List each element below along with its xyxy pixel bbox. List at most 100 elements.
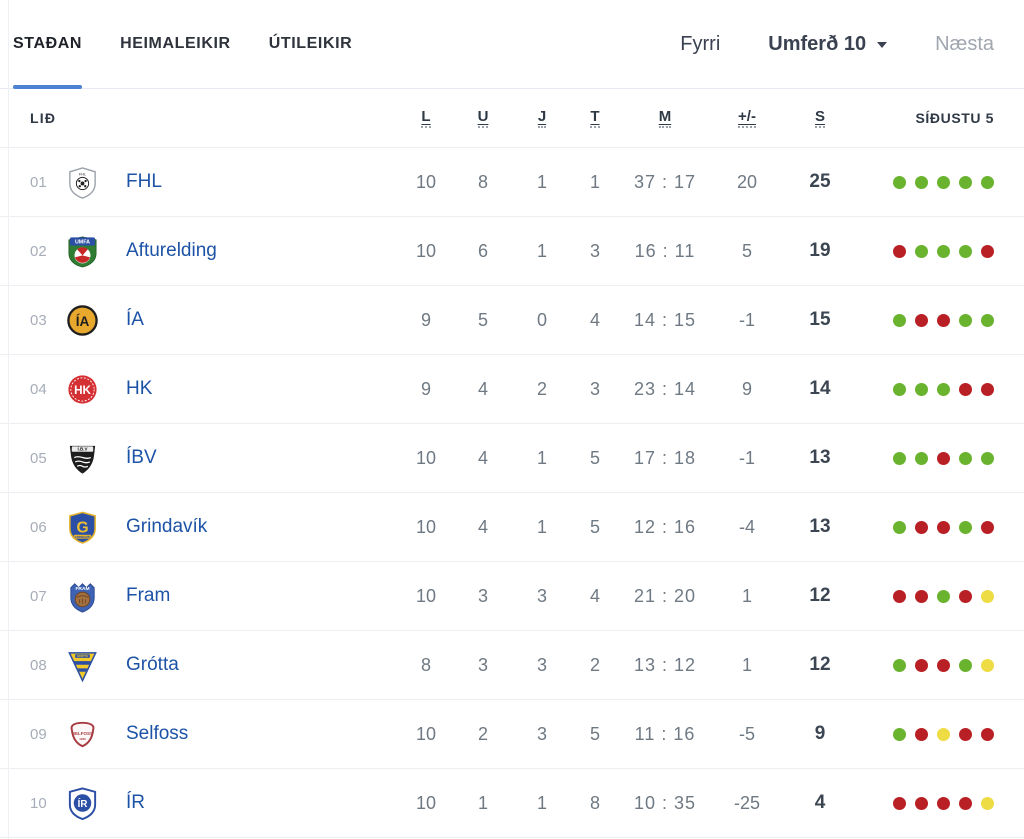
table-row[interactable]: 02 UMFA Afturelding 10 6 1 3 16 : 11 5 1… bbox=[0, 217, 1024, 286]
loss-dot bbox=[959, 589, 972, 603]
tab-heimaleikir[interactable]: HEIMALEIKIR bbox=[120, 35, 231, 52]
win-dot bbox=[893, 175, 906, 189]
loss-dot bbox=[981, 727, 994, 741]
win-dot bbox=[981, 175, 994, 189]
last5-form bbox=[856, 589, 994, 603]
svg-text:UMFA: UMFA bbox=[74, 239, 89, 245]
header-played: L bbox=[421, 108, 431, 128]
played-cell: 10 bbox=[415, 792, 437, 813]
selfoss-crest-icon: SELFOSS 1936 bbox=[64, 716, 100, 752]
goal-diff-cell: 5 bbox=[741, 240, 752, 261]
losses-cell: 2 bbox=[589, 654, 600, 675]
team-link[interactable]: Fram bbox=[126, 585, 171, 606]
win-dot bbox=[893, 727, 906, 741]
draws-cell: 1 bbox=[536, 516, 547, 537]
team-link[interactable]: Selfoss bbox=[126, 723, 189, 744]
goals-cell: 23 : 14 bbox=[633, 378, 697, 399]
win-dot bbox=[893, 451, 906, 465]
position-number: 08 bbox=[30, 656, 47, 674]
wins-cell: 5 bbox=[477, 309, 488, 330]
draws-cell: 1 bbox=[536, 171, 547, 192]
win-dot bbox=[893, 382, 906, 396]
ir-crest-icon: ÍR bbox=[64, 785, 100, 821]
round-selector-label: Umferð 10 bbox=[768, 32, 867, 55]
round-selector[interactable]: Umferð 10 bbox=[768, 32, 888, 56]
wins-cell: 3 bbox=[477, 654, 488, 675]
position-number: 06 bbox=[30, 518, 47, 536]
points-cell: 14 bbox=[809, 378, 831, 399]
svg-text:SELFOSS: SELFOSS bbox=[72, 730, 93, 735]
position-number: 10 bbox=[30, 794, 47, 812]
table-row[interactable]: 10 ÍR ÍR 10 1 1 8 10 : 35 -25 4 bbox=[0, 769, 1024, 838]
loss-dot bbox=[937, 796, 950, 810]
draw-dot bbox=[981, 796, 994, 810]
wins-cell: 4 bbox=[477, 378, 488, 399]
win-dot bbox=[915, 382, 928, 396]
win-dot bbox=[959, 451, 972, 465]
svg-text:FRAM: FRAM bbox=[75, 586, 89, 592]
tab-bar: STAÐAN HEIMALEIKIR ÚTILEIKIR Fyrri Umfer… bbox=[0, 0, 1024, 89]
loss-dot bbox=[893, 589, 906, 603]
table-row[interactable]: 07 FRAM Fram 10 3 3 4 21 : 20 1 12 bbox=[0, 562, 1024, 631]
position-number: 05 bbox=[30, 449, 47, 467]
table-row[interactable]: 05 Í.B.V ÍBV 10 4 1 5 17 : 18 -1 13 bbox=[0, 424, 1024, 493]
team-link[interactable]: ÍR bbox=[126, 792, 145, 813]
table-row[interactable]: 04 HK HK 9 4 2 3 23 : 14 9 14 bbox=[0, 355, 1024, 424]
header-wins: U bbox=[477, 108, 489, 128]
wins-cell: 2 bbox=[477, 723, 488, 744]
goal-diff-cell: -5 bbox=[738, 723, 755, 744]
draw-dot bbox=[981, 589, 994, 603]
table-header-row: LIÐ L U J T M +/- S SÍÐUSTU 5 bbox=[0, 89, 1024, 148]
win-dot bbox=[959, 520, 972, 534]
win-dot bbox=[915, 451, 928, 465]
losses-cell: 3 bbox=[589, 378, 600, 399]
losses-cell: 8 bbox=[589, 792, 600, 813]
team-link[interactable]: Afturelding bbox=[126, 240, 217, 261]
tabs: STAÐAN HEIMALEIKIR ÚTILEIKIR bbox=[13, 0, 353, 89]
header-team: LIÐ bbox=[30, 110, 57, 126]
win-dot bbox=[915, 244, 928, 258]
next-round-button[interactable]: Næsta bbox=[935, 32, 994, 55]
goal-diff-cell: -25 bbox=[733, 792, 760, 813]
header-goal-diff: +/- bbox=[738, 108, 756, 128]
team-link[interactable]: ÍBV bbox=[126, 447, 157, 468]
points-cell: 19 bbox=[809, 240, 831, 261]
table-row[interactable]: 01 FHL FHL 10 8 1 1 37 : 17 20 25 bbox=[0, 148, 1024, 217]
loss-dot bbox=[915, 658, 928, 672]
played-cell: 8 bbox=[420, 654, 431, 675]
team-link[interactable]: FHL bbox=[126, 171, 162, 192]
svg-text:GRINDAVÍK: GRINDAVÍK bbox=[74, 533, 91, 538]
team-link[interactable]: Grótta bbox=[126, 654, 179, 675]
points-cell: 12 bbox=[809, 654, 831, 675]
loss-dot bbox=[937, 658, 950, 672]
loss-dot bbox=[937, 451, 950, 465]
win-dot bbox=[893, 313, 906, 327]
loss-dot bbox=[893, 796, 906, 810]
table-row[interactable]: 03 ÍA ÍA 9 5 0 4 14 : 15 -1 15 bbox=[0, 286, 1024, 355]
last5-form bbox=[856, 658, 994, 672]
table-row[interactable]: 09 SELFOSS 1936 Selfoss 10 2 3 5 11 : 16 … bbox=[0, 700, 1024, 769]
tab-utileikir[interactable]: ÚTILEIKIR bbox=[268, 35, 353, 52]
points-cell: 13 bbox=[809, 447, 831, 468]
last5-form bbox=[856, 382, 994, 396]
win-dot bbox=[981, 313, 994, 327]
team-link[interactable]: Grindavík bbox=[126, 516, 208, 537]
last5-form bbox=[856, 451, 994, 465]
tab-stadan[interactable]: STAÐAN bbox=[13, 0, 83, 89]
ia-crest-icon: ÍA bbox=[64, 302, 100, 338]
table-row[interactable]: 08 GRÓTTA Grótta 8 3 3 2 13 : 12 1 12 bbox=[0, 631, 1024, 700]
svg-text:HK: HK bbox=[74, 383, 91, 396]
win-dot bbox=[937, 175, 950, 189]
wins-cell: 8 bbox=[477, 171, 488, 192]
losses-cell: 5 bbox=[589, 516, 600, 537]
win-dot bbox=[959, 175, 972, 189]
last5-form bbox=[856, 313, 994, 327]
table-row[interactable]: 06 G GRINDAVÍK Grindavík 10 4 1 5 12 : 16… bbox=[0, 493, 1024, 562]
points-cell: 4 bbox=[814, 792, 826, 813]
points-cell: 15 bbox=[809, 309, 831, 330]
loss-dot bbox=[915, 313, 928, 327]
previous-round-button[interactable]: Fyrri bbox=[680, 32, 721, 55]
team-link[interactable]: ÍA bbox=[126, 309, 144, 330]
team-link[interactable]: HK bbox=[126, 378, 153, 399]
played-cell: 10 bbox=[415, 447, 437, 468]
